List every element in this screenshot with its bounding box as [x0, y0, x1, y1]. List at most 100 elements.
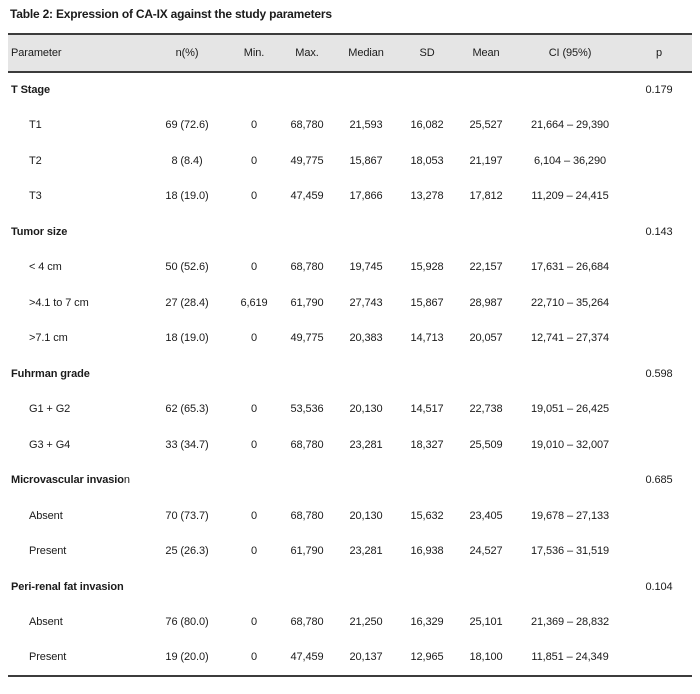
value-cell: 20,130	[349, 509, 383, 522]
empty-p-cell	[626, 392, 692, 428]
section-header-row: Microvascular invasion 0.685	[8, 463, 692, 499]
stats-table: Parameter n(%) Min. Max. Median SD Mean …	[8, 33, 692, 677]
table-body: T Stage 0.179 T1 69 (72.6) 0 68,780 21,593 16,0…	[8, 72, 692, 676]
row-label: < 4 cm	[29, 261, 62, 274]
value-cell: 49,775	[290, 332, 324, 345]
section-label-text: Peri-renal fat invasion	[11, 580, 124, 593]
row-label: T2	[29, 154, 42, 167]
value-cell: 17,866	[349, 190, 383, 203]
value-cell: 61,790	[290, 296, 324, 309]
data-row: T3 18 (19.0) 0 47,459 17,866 13,278 17,812 11,2…	[8, 179, 692, 215]
value-cell: 19,010 – 32,007	[530, 438, 610, 451]
value-cell: 19,745	[349, 261, 383, 274]
value-cell: 21,197	[469, 154, 503, 167]
section-label: Fuhrman grade	[8, 356, 626, 392]
value-cell: 14,713	[410, 332, 444, 345]
value-cell: 24,527	[469, 545, 503, 558]
value-cell: 15,867	[349, 154, 383, 167]
table-title: Table 2: Expression of CA-IX against the…	[10, 7, 332, 21]
data-row: >7.1 cm 18 (19.0) 0 49,775 20,383 14,713 20,05…	[8, 321, 692, 357]
value-cell: 0	[250, 332, 258, 345]
value-cell: 0	[250, 545, 258, 558]
value-cell: 15,632	[410, 509, 444, 522]
empty-p-cell	[626, 427, 692, 463]
empty-p-cell	[626, 143, 692, 179]
value-cell: 18,053	[410, 154, 444, 167]
empty-p-cell	[626, 498, 692, 534]
empty-p-cell	[626, 250, 692, 286]
row-label: Absent	[29, 616, 63, 629]
value-cell: 49,775	[290, 154, 324, 167]
data-row: Absent 76 (80.0) 0 68,780 21,250 16,329 25,101…	[8, 605, 692, 641]
section-header-row: Fuhrman grade 0.598	[8, 356, 692, 392]
value-cell: 18,327	[410, 438, 444, 451]
value-cell: 25,101	[469, 616, 503, 629]
p-value-cell: 0.179	[645, 84, 673, 97]
value-cell: 20,130	[349, 403, 383, 416]
value-cell: 20,383	[349, 332, 383, 345]
value-cell: 18 (19.0)	[165, 332, 209, 345]
value-cell: 27,743	[349, 296, 383, 309]
value-cell: 62 (65.3)	[165, 403, 209, 416]
data-row: Present 19 (20.0) 0 47,459 20,137 12,965 18,10…	[8, 640, 692, 676]
value-cell: 12,741 – 27,374	[530, 332, 610, 345]
header-row: Parameter n(%) Min. Max. Median SD Mean …	[8, 34, 692, 73]
section-label-text: Fuhrman grade	[11, 367, 90, 380]
value-cell: 22,157	[469, 261, 503, 274]
row-label: >7.1 cm	[29, 332, 68, 345]
section-header-row: Tumor size 0.143	[8, 214, 692, 250]
column-header-median: Median	[336, 34, 396, 73]
empty-p-cell	[626, 321, 692, 357]
value-cell: 17,536 – 31,519	[530, 545, 610, 558]
column-header-min: Min.	[230, 34, 278, 73]
value-cell: 68,780	[290, 438, 324, 451]
row-label: G3 + G4	[29, 438, 71, 451]
row-label: T1	[29, 119, 42, 132]
data-row: < 4 cm 50 (52.6) 0 68,780 19,745 15,928 22,157…	[8, 250, 692, 286]
value-cell: 16,329	[410, 616, 444, 629]
p-value-cell: 0.143	[645, 225, 673, 238]
section-label: Peri-renal fat invasion	[8, 569, 626, 605]
value-cell: 17,812	[469, 190, 503, 203]
value-cell: 53,536	[290, 403, 324, 416]
value-cell: 68,780	[290, 616, 324, 629]
value-cell: 21,250	[349, 616, 383, 629]
value-cell: 6,104 – 36,290	[533, 154, 606, 167]
value-cell: 15,928	[410, 261, 444, 274]
value-cell: 25,527	[469, 119, 503, 132]
value-cell: 21,593	[349, 119, 383, 132]
section-label: Microvascular invasion	[8, 463, 626, 499]
value-cell: 18 (19.0)	[165, 190, 209, 203]
value-cell: 21,664 – 29,390	[530, 119, 610, 132]
empty-p-cell	[626, 285, 692, 321]
data-row: Absent 70 (73.7) 0 68,780 20,130 15,632 23,405…	[8, 498, 692, 534]
value-cell: 13,278	[410, 190, 444, 203]
value-cell: 69 (72.6)	[165, 119, 209, 132]
row-label: Absent	[29, 509, 63, 522]
value-cell: 19,678 – 27,133	[530, 509, 610, 522]
value-cell: 0	[250, 509, 258, 522]
value-cell: 27 (28.4)	[165, 296, 209, 309]
empty-p-cell	[626, 108, 692, 144]
value-cell: 68,780	[290, 119, 324, 132]
value-cell: 0	[250, 190, 258, 203]
value-cell: 0	[250, 651, 258, 664]
value-cell: 21,369 – 28,832	[530, 616, 610, 629]
value-cell: 76 (80.0)	[165, 616, 209, 629]
value-cell: 22,710 – 35,264	[530, 296, 610, 309]
value-cell: 70 (73.7)	[165, 509, 209, 522]
column-header-max: Max.	[278, 34, 336, 73]
value-cell: 16,938	[410, 545, 444, 558]
column-header-parameter: Parameter	[8, 34, 144, 73]
value-cell: 6,619	[240, 296, 268, 309]
value-cell: 0	[250, 154, 258, 167]
row-label: G1 + G2	[29, 403, 71, 416]
value-cell: 47,459	[290, 651, 324, 664]
section-label-text: Microvascular invasio	[11, 474, 124, 487]
value-cell: 50 (52.6)	[165, 261, 209, 274]
column-header-ci: CI (95%)	[514, 34, 626, 73]
data-row: >4.1 to 7 cm 27 (28.4) 6,619 61,790 27,743 15…	[8, 285, 692, 321]
section-label: T Stage	[8, 72, 626, 108]
column-header-sd: SD	[396, 34, 458, 73]
